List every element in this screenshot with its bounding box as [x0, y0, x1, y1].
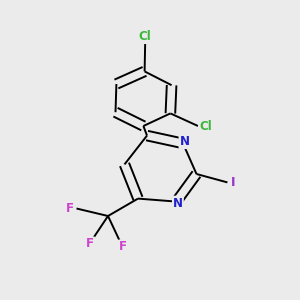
Text: F: F [119, 240, 127, 254]
Text: N: N [173, 196, 183, 210]
Text: Cl: Cl [199, 119, 212, 133]
Text: F: F [86, 237, 94, 250]
Text: F: F [66, 202, 74, 215]
Text: N: N [179, 135, 190, 148]
Text: Cl: Cl [139, 30, 152, 43]
Text: I: I [231, 176, 235, 189]
